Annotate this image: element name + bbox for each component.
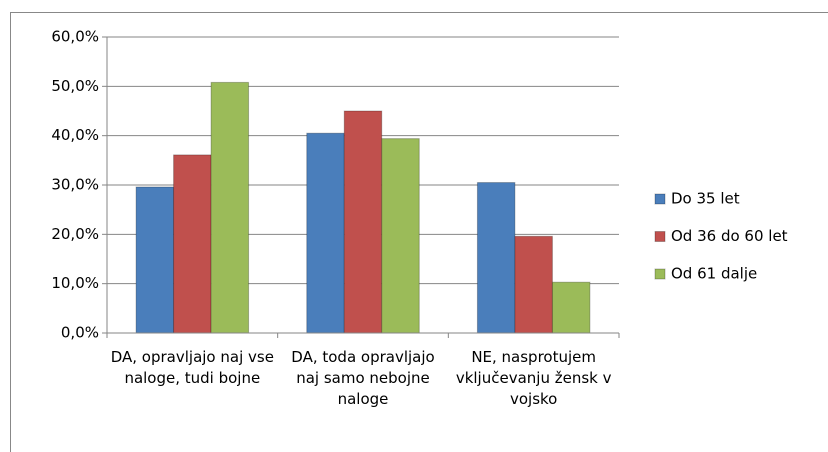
y-tick-label: 40,0% [51,126,99,144]
y-tick-label: 10,0% [51,274,99,292]
bar [210,81,250,334]
bar [306,132,345,334]
bar [135,186,175,334]
legend-label: Od 36 do 60 let [671,227,788,245]
legend-swatch [654,193,666,205]
chart-frame [10,12,828,452]
y-tick-label: 60,0% [51,28,99,46]
bar [173,154,212,334]
legend-label: Do 35 let [671,190,740,208]
bar [343,110,383,334]
y-tick-label: 30,0% [51,176,99,194]
bar [381,138,420,334]
y-tick-label: 20,0% [51,225,99,243]
legend-label: Od 61 dalje [671,265,757,283]
x-tick-label: NE, nasprotujem vključevanju žensk v voj… [455,348,612,408]
bar [514,235,553,334]
legend-swatch [654,231,666,242]
bar [476,182,516,334]
x-tick-label: DA, opravljajo naj vse naloge, tudi bojn… [110,348,274,387]
y-tick-label: 50,0% [51,77,99,95]
x-tick-label: DA, toda opravljajo naj samo nebojne nal… [291,348,435,408]
bar [551,281,591,334]
legend-swatch [654,268,666,280]
y-tick-label: 0,0% [61,324,99,342]
